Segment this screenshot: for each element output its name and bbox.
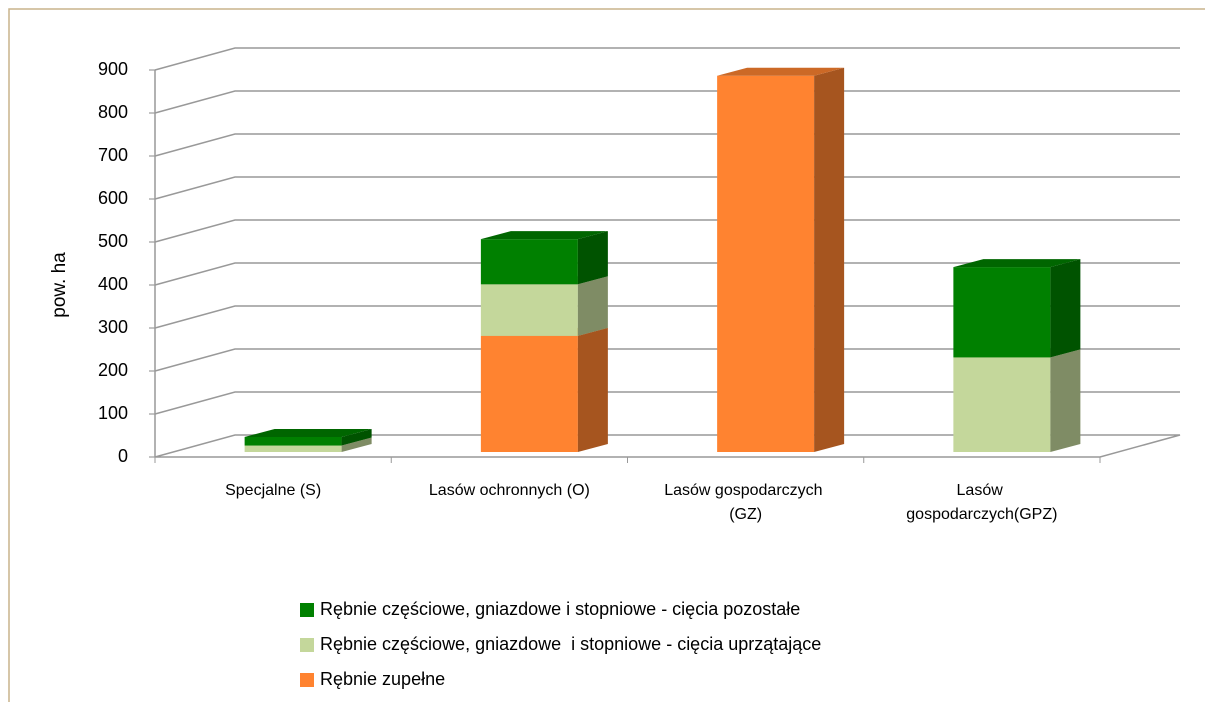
grid-line — [154, 305, 1180, 329]
legend-swatch — [300, 673, 314, 687]
y-tick-label: 400 — [98, 274, 128, 294]
x-tick-label: Lasów gospodarczych(GPZ) — [906, 482, 1057, 523]
legend-label: Rębnie częściowe, gniazdowe i stopniowe … — [320, 634, 821, 654]
bar-side — [814, 67, 845, 452]
y-tick-label: 800 — [98, 102, 128, 122]
bar-top — [480, 231, 608, 240]
legend-swatch — [300, 603, 314, 617]
y-tick-label: 200 — [98, 360, 128, 380]
bar-top — [953, 259, 1081, 268]
legend-label: Rębnie częściowe, gniazdowe i stopniowe … — [320, 599, 800, 619]
y-tick-label: 500 — [98, 231, 128, 251]
bar — [480, 335, 578, 452]
x-tick-label: Specjalne (S) — [225, 482, 321, 499]
bar-top — [244, 428, 372, 437]
y-tick-label: 300 — [98, 317, 128, 337]
grid-line — [154, 262, 1180, 286]
bar — [953, 357, 1051, 452]
x-tick-label: Lasów ochronnych (O) — [429, 482, 590, 499]
y-tick-label: 0 — [118, 446, 128, 466]
y-tick-label: 600 — [98, 188, 128, 208]
bar — [953, 267, 1051, 358]
grid-line — [154, 391, 1180, 415]
grid-line — [154, 133, 1180, 157]
bar-side — [341, 428, 372, 446]
grid-line — [154, 90, 1180, 114]
y-axis-label: pow. ha — [49, 252, 70, 318]
legend-swatch — [300, 638, 314, 652]
bar — [717, 75, 815, 452]
bar-side — [577, 276, 608, 336]
y-tick-label: 100 — [98, 403, 128, 423]
bar-side — [1050, 259, 1081, 358]
grid-line — [154, 348, 1180, 372]
x-tick-label: Lasów gospodarczych (GZ) — [664, 482, 827, 523]
legend-label: Rębnie zupełne — [320, 669, 445, 689]
frame — [8, 8, 1205, 702]
bar-side — [341, 437, 372, 452]
bar-side — [577, 231, 608, 285]
bar-top — [717, 67, 845, 76]
floor — [154, 434, 1181, 458]
bar-side — [577, 327, 608, 452]
grid-line — [154, 176, 1180, 200]
bar — [480, 239, 578, 285]
y-tick-label: 900 — [98, 59, 128, 79]
bar — [244, 436, 342, 446]
y-tick-label: 700 — [98, 145, 128, 165]
bar — [480, 284, 578, 336]
grid-line — [154, 219, 1180, 243]
bar-side — [1050, 349, 1081, 452]
grid-line — [154, 47, 1180, 71]
bar — [244, 445, 342, 452]
